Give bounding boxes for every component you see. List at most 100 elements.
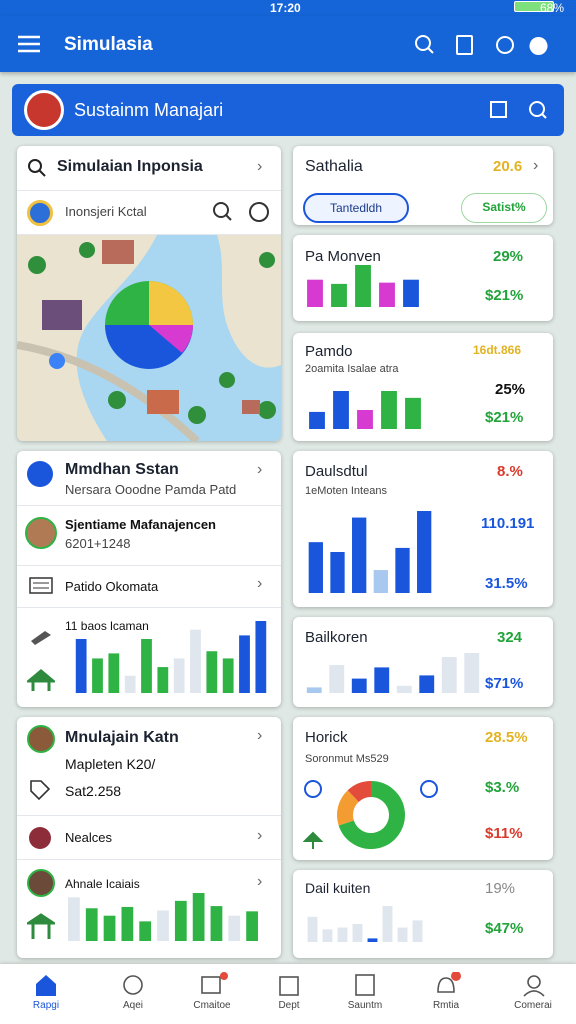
bar — [75, 639, 87, 693]
bar — [352, 517, 367, 593]
card-change: $11% — [485, 825, 523, 842]
bar — [103, 915, 116, 941]
card-value: 16dt.866 — [473, 343, 522, 357]
bar — [206, 651, 218, 693]
bar — [92, 658, 103, 693]
bar — [396, 685, 412, 693]
card-change: $21% — [485, 409, 524, 426]
donut-segment — [338, 781, 405, 849]
avatar — [27, 725, 55, 753]
card-change: $47% — [485, 920, 524, 937]
stat-card[interactable]: Dail kuiten 19% $47% — [293, 870, 553, 958]
bar — [157, 667, 169, 693]
filter-button[interactable]: Tantedldh — [303, 193, 409, 223]
staff-card[interactable]: Mmdhan Sstan › Nersara Ooodne Pamda Patd… — [17, 451, 281, 707]
banner: Sustainm Manajari — [12, 84, 564, 136]
bar — [405, 397, 421, 429]
bar — [307, 916, 318, 942]
contact-card[interactable]: Mnulajain Katn › Mapleten K20/ Sat2.258 … — [17, 717, 281, 958]
avatar — [25, 517, 57, 549]
banner-actions[interactable] — [490, 100, 554, 120]
card-title: Dail kuiten — [305, 880, 371, 896]
bar — [397, 927, 408, 942]
card-title: Mnulajain Katn — [65, 729, 179, 746]
bar — [192, 893, 205, 941]
card-title: Mmdhan Sstan — [65, 461, 179, 478]
item-icon — [29, 827, 51, 849]
donut-segment — [337, 790, 360, 826]
card-value-2: 110.191 — [481, 515, 535, 532]
card-subtitle: 2oamita Isalae atra — [305, 363, 399, 375]
bar — [337, 927, 348, 942]
bar — [157, 910, 169, 941]
row-icon — [27, 200, 53, 226]
summary-card[interactable]: Sathalia 20.6 › Tantedldh Satist% — [293, 146, 553, 225]
map-illustration — [17, 235, 281, 441]
nav-label[interactable]: Aqei — [122, 1000, 143, 1011]
clock: 17:20 — [270, 1, 301, 15]
donut-segment — [347, 781, 372, 803]
nav-label[interactable]: Comerai — [514, 1000, 552, 1011]
bar — [379, 282, 395, 307]
nav-label[interactable]: Rmtia — [432, 1000, 460, 1011]
bar — [395, 547, 410, 593]
bar — [174, 900, 187, 941]
bar — [381, 391, 397, 429]
donut-chart — [303, 780, 438, 849]
app-title: Simulasia — [64, 34, 153, 55]
card-subtitle: Nersara Ooodne Pamda Patd — [65, 482, 237, 497]
bar — [412, 920, 423, 942]
status-bar: 17:20 68% — [0, 0, 576, 16]
stat-card[interactable]: Daulsdtul 8.% 1eMoten Inteans 110.191 31… — [293, 451, 553, 607]
bar — [322, 929, 333, 942]
card-value-2: $3.% — [485, 779, 520, 796]
bar — [373, 570, 388, 593]
bar — [210, 906, 223, 941]
amount: Sat2.258 — [65, 783, 122, 799]
chart-icons — [27, 631, 55, 691]
person-name: Sjentiame Mafanajencen — [65, 517, 216, 532]
bar — [403, 279, 419, 307]
bar — [108, 653, 120, 693]
card-subtitle: Soronmut Ms529 — [305, 753, 389, 765]
bar-chart — [308, 511, 432, 593]
stat-card[interactable]: Pamdo 16dt.866 2oamita Isalae atra 25% $… — [293, 333, 553, 441]
bar — [124, 675, 136, 693]
bar — [357, 410, 373, 429]
pavilion-icon — [27, 913, 55, 939]
list-item[interactable]: Patido Okomata — [65, 579, 159, 594]
tag-icon — [30, 780, 51, 801]
person-id: 6201+1248 — [65, 536, 131, 551]
app-actions[interactable] — [414, 34, 554, 56]
nav-icons — [36, 972, 545, 997]
bar-chart — [306, 653, 480, 693]
search-text[interactable]: Simulaian Inponsia — [57, 158, 203, 175]
card-icon — [27, 461, 53, 487]
bar-chart — [75, 621, 267, 693]
stat-card[interactable]: Pa Monven 29% $21% — [293, 235, 553, 321]
bar-chart — [307, 265, 419, 307]
card-title: Pamdo — [305, 343, 353, 360]
stat-card[interactable]: Bailkoren 324 $71% — [293, 617, 553, 707]
bar — [85, 908, 98, 941]
status-chip[interactable]: Satist% — [461, 193, 547, 223]
bar — [382, 906, 393, 942]
nav-label[interactable]: Sauntm — [347, 1000, 383, 1011]
bar — [307, 279, 323, 307]
map-card[interactable]: Simulaian Inponsia › Inonsjeri Kctal — [17, 146, 281, 441]
card-value: 20.6 — [493, 158, 523, 175]
card-subtitle: Mapleten K20/ — [65, 756, 156, 772]
banner-logo — [24, 90, 64, 130]
card-value: 19% — [485, 880, 516, 897]
list-item[interactable]: Nealces — [65, 830, 112, 845]
row-actions[interactable] — [211, 200, 273, 224]
donut-card[interactable]: Horick 28.5% Soronmut Ms529 $3.% $11% — [293, 717, 553, 860]
bar — [417, 511, 432, 593]
nav-label[interactable]: Cmaitoe — [193, 1000, 231, 1011]
nav-label[interactable]: Dept — [278, 1000, 300, 1011]
nav-label[interactable]: Rapgi — [32, 1000, 60, 1011]
menu-button[interactable] — [18, 34, 42, 54]
bar — [330, 552, 345, 593]
card-title: Bailkoren — [305, 629, 368, 646]
